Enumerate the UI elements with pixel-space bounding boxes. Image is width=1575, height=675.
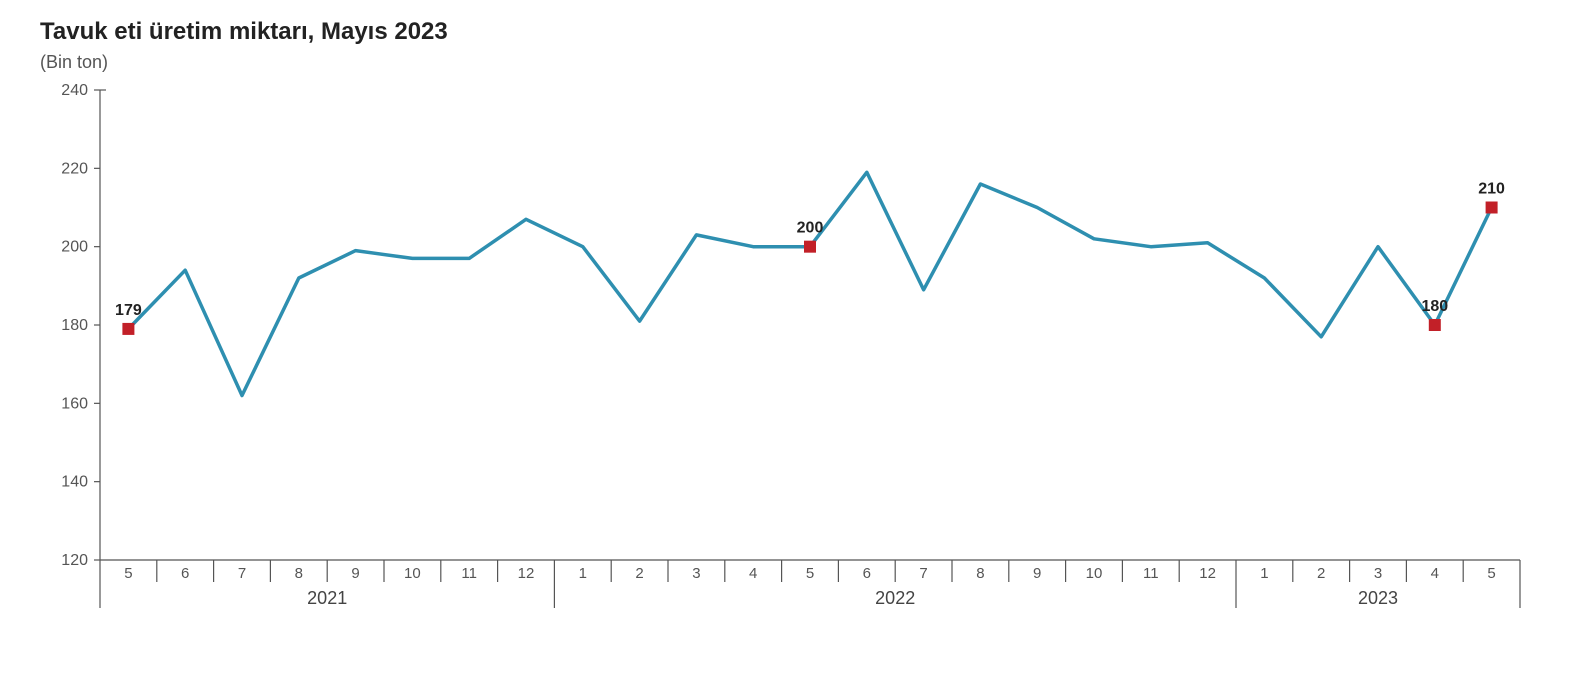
svg-text:7: 7 [919,565,927,582]
svg-text:3: 3 [692,565,700,582]
svg-text:200: 200 [797,220,824,237]
svg-text:7: 7 [238,565,246,582]
svg-text:4: 4 [1431,565,1439,582]
svg-text:9: 9 [351,565,359,582]
svg-text:1: 1 [1260,565,1268,582]
svg-text:180: 180 [1421,298,1448,315]
svg-text:140: 140 [61,474,88,491]
svg-text:2: 2 [1317,565,1325,582]
svg-text:8: 8 [976,565,984,582]
svg-text:12: 12 [1199,565,1216,582]
svg-text:220: 220 [61,160,88,177]
svg-text:3: 3 [1374,565,1382,582]
svg-text:6: 6 [863,565,871,582]
svg-text:2022: 2022 [875,588,915,608]
svg-text:11: 11 [1143,565,1159,582]
line-chart: 1201401601802002202405678910111212345678… [40,80,1540,640]
svg-text:2021: 2021 [307,588,347,608]
svg-text:5: 5 [1487,565,1495,582]
svg-text:8: 8 [295,565,303,582]
svg-text:180: 180 [61,317,88,334]
svg-text:6: 6 [181,565,189,582]
svg-text:120: 120 [61,552,88,569]
svg-text:11: 11 [461,565,477,582]
svg-text:240: 240 [61,82,88,99]
svg-text:5: 5 [806,565,814,582]
chart-title: Tavuk eti üretim miktarı, Mayıs 2023 [40,18,448,46]
svg-text:12: 12 [518,565,535,582]
svg-text:2: 2 [635,565,643,582]
svg-text:210: 210 [1478,181,1505,198]
svg-text:10: 10 [404,565,421,582]
svg-text:179: 179 [115,302,142,319]
chart-subtitle: (Bin ton) [40,52,108,73]
svg-text:10: 10 [1086,565,1103,582]
svg-text:5: 5 [124,565,132,582]
svg-text:200: 200 [61,239,88,256]
svg-text:160: 160 [61,395,88,412]
svg-text:2023: 2023 [1358,588,1398,608]
svg-text:4: 4 [749,565,757,582]
svg-text:1: 1 [579,565,587,582]
svg-text:9: 9 [1033,565,1041,582]
